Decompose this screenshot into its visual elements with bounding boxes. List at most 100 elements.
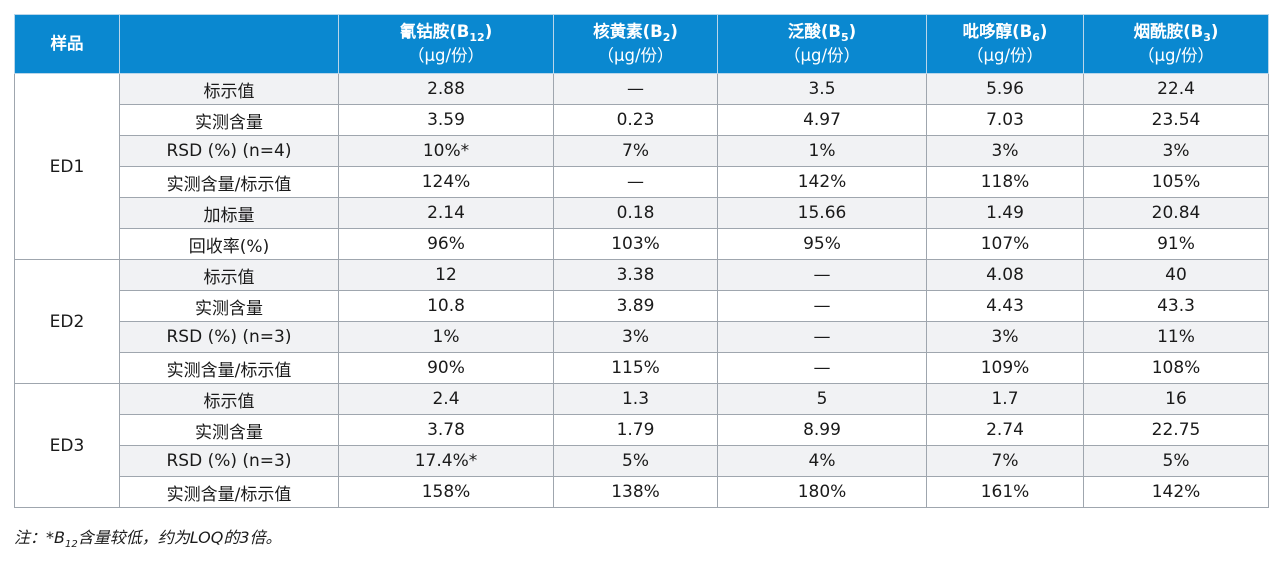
value-cell: 3.38 <box>553 259 718 291</box>
metric-cell: 加标量 <box>119 197 339 229</box>
value-cell: 138% <box>553 476 718 508</box>
value-cell: 1% <box>338 321 554 353</box>
value-cell: 8.99 <box>717 414 927 446</box>
table-row: 实测含量/标示值 124% —142% 118% 105% <box>15 166 1269 198</box>
value-cell: — <box>717 259 927 291</box>
table-row: ED2 标示值 12 3.38—4.08 40 <box>14 259 1269 384</box>
value-cell: 1.7 <box>926 383 1084 415</box>
table-row: 实测含量 3.78 1.79 8.99 2.74 22.75 <box>15 414 1269 446</box>
value-cell: 115% <box>553 352 718 384</box>
value-cell: 5 <box>717 383 927 415</box>
value-cell: 158% <box>338 476 554 508</box>
value-cell: 124% <box>338 166 554 198</box>
value-cell: 95% <box>717 228 927 260</box>
header-col-b2: 核黄素(B2) （μg/份） <box>553 14 718 74</box>
value-cell: — <box>717 352 927 384</box>
value-cell: 11% <box>1083 321 1269 353</box>
value-cell: 180% <box>717 476 927 508</box>
table-row: 实测含量 10.8 3.89—4.43 43.3 <box>15 290 1269 322</box>
value-cell: — <box>717 321 927 353</box>
value-cell: 16 <box>1083 383 1269 415</box>
value-cell: 17.4%* <box>338 445 554 477</box>
metric-cell: 实测含量 <box>119 414 339 446</box>
value-cell: 4.08 <box>926 259 1084 291</box>
table-row: RSD (%) (n=3) 1% 3% —3% 11% <box>15 321 1269 353</box>
value-cell: 3% <box>553 321 718 353</box>
metric-cell: 实测含量/标示值 <box>119 352 339 384</box>
value-cell: 10%* <box>338 135 554 167</box>
value-cell: 103% <box>553 228 718 260</box>
metric-cell: RSD (%) (n=4) <box>119 135 339 167</box>
value-cell: 3.59 <box>338 104 554 136</box>
value-cell: 3.5 <box>717 73 927 105</box>
value-cell: 2.4 <box>338 383 554 415</box>
value-cell: 4% <box>717 445 927 477</box>
value-cell: 5.96 <box>926 73 1084 105</box>
value-cell: — <box>553 166 718 198</box>
value-cell: 142% <box>1083 476 1269 508</box>
value-cell: 2.88 <box>338 73 554 105</box>
value-cell: 20.84 <box>1083 197 1269 229</box>
value-cell: 7.03 <box>926 104 1084 136</box>
metric-cell: 标示值 <box>119 259 339 291</box>
value-cell: 22.4 <box>1083 73 1269 105</box>
value-cell: 90% <box>338 352 554 384</box>
value-cell: 108% <box>1083 352 1269 384</box>
value-cell: 3.89 <box>553 290 718 322</box>
value-cell: 0.23 <box>553 104 718 136</box>
value-cell: 1.79 <box>553 414 718 446</box>
table-row: RSD (%) (n=3) 17.4%* 5% 4% 7% 5% <box>15 445 1269 477</box>
value-cell: 109% <box>926 352 1084 384</box>
value-cell: 4.97 <box>717 104 927 136</box>
table-row: ED3 标示值 2.4 1.3 5 1.7 16 <box>14 383 1269 508</box>
value-cell: 2.74 <box>926 414 1084 446</box>
table-body: ED1 标示值 2.88—3.5 5.96 22.4 实测含量 3.59 0.23 4.97 7.… <box>14 73 1269 508</box>
sample-cell: ED3 <box>14 383 120 508</box>
header-col-b6: 吡哆醇(B6) （μg/份） <box>926 14 1084 74</box>
metric-cell: 实测含量/标示值 <box>119 476 339 508</box>
value-cell: 3% <box>926 135 1084 167</box>
value-cell: 12 <box>338 259 554 291</box>
header-sample: 样品 <box>14 14 120 74</box>
header-metric <box>119 14 339 74</box>
value-cell: 23.54 <box>1083 104 1269 136</box>
value-cell: 91% <box>1083 228 1269 260</box>
value-cell: 161% <box>926 476 1084 508</box>
metric-cell: 回收率(%) <box>119 228 339 260</box>
sample-cell: ED2 <box>14 259 120 384</box>
value-cell: 3% <box>926 321 1084 353</box>
metric-cell: 标示值 <box>119 383 339 415</box>
value-cell: 96% <box>338 228 554 260</box>
value-cell: 2.14 <box>338 197 554 229</box>
value-cell: 142% <box>717 166 927 198</box>
value-cell: — <box>717 290 927 322</box>
value-cell: 4.43 <box>926 290 1084 322</box>
value-cell: 107% <box>926 228 1084 260</box>
value-cell: 1.49 <box>926 197 1084 229</box>
value-cell: 22.75 <box>1083 414 1269 446</box>
value-cell: 1.3 <box>553 383 718 415</box>
metric-cell: 实测含量 <box>119 290 339 322</box>
value-cell: 5% <box>553 445 718 477</box>
header-row: 样品 氰钴胺(B12) （μg/份） 核黄素(B2) （μg/份） 泛酸(B5) （μ… <box>14 14 1269 74</box>
sample-cell: ED1 <box>14 73 120 260</box>
value-cell: 3.78 <box>338 414 554 446</box>
table-row: 实测含量 3.59 0.23 4.97 7.03 23.54 <box>15 104 1269 136</box>
value-cell: 43.3 <box>1083 290 1269 322</box>
table-row: 实测含量/标示值 90% 115% —109% 108% <box>15 352 1269 384</box>
table-row: 实测含量/标示值 158% 138% 180% 161% 142% <box>15 476 1269 508</box>
value-cell: 118% <box>926 166 1084 198</box>
value-cell: 7% <box>926 445 1084 477</box>
value-cell: 3% <box>1083 135 1269 167</box>
value-cell: — <box>553 73 718 105</box>
footnote: 注：*B12含量较低，约为LOQ的3倍。 <box>14 528 282 550</box>
table-row: ED1 标示值 2.88—3.5 5.96 22.4 <box>14 73 1269 260</box>
value-cell: 105% <box>1083 166 1269 198</box>
metric-cell: 标示值 <box>119 73 339 105</box>
value-cell: 1% <box>717 135 927 167</box>
metric-cell: RSD (%) (n=3) <box>119 321 339 353</box>
value-cell: 40 <box>1083 259 1269 291</box>
metric-cell: 实测含量/标示值 <box>119 166 339 198</box>
header-col-b12: 氰钴胺(B12) （μg/份） <box>338 14 554 74</box>
header-col-b5: 泛酸(B5) （μg/份） <box>717 14 927 74</box>
